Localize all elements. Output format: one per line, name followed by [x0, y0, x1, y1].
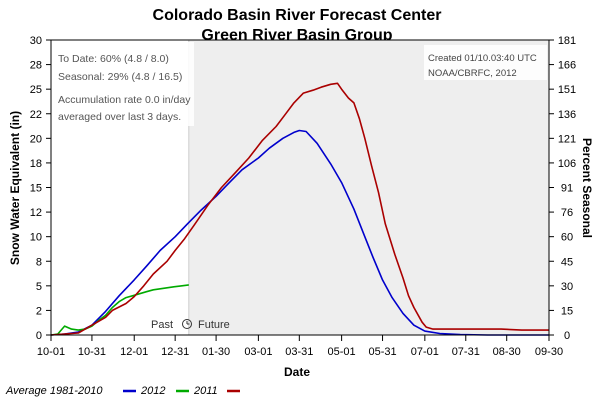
y2-tick-label: 106 [558, 158, 576, 170]
y2-tick-label: 30 [561, 281, 573, 293]
legend-label-2011: 2011 [193, 385, 218, 397]
x-tick-label: 12-31 [161, 346, 189, 358]
credit-agency: NOAA/CBRFC, 2012 [428, 68, 517, 79]
y-tick-label: 28 [30, 60, 42, 72]
legend: Average 1981-2010 2012 2011 [5, 385, 240, 397]
chart-title: Colorado Basin River Forecast Center [153, 7, 442, 24]
y-tick-label: 12 [30, 207, 42, 219]
y2-tick-label: 45 [561, 256, 573, 268]
x-tick-label: 10-01 [37, 346, 65, 358]
series-layer [50, 82, 549, 336]
clock-icon [182, 319, 192, 329]
x-tick-label: 08-30 [493, 346, 521, 358]
y-tick-label: 25 [30, 84, 42, 96]
y2-axis-title: Percent Seasonal [580, 138, 594, 238]
y2-tick-label: 60 [561, 232, 573, 244]
credit-box-frame [424, 45, 547, 80]
x-tick-label: 05-31 [368, 346, 396, 358]
y-tick-label: 22 [30, 109, 42, 121]
info-seasonal: Seasonal: 29% (4.8 / 16.5) [58, 71, 182, 83]
y2-axis-ticks: 0 15 30 45 60 76 91 106 121 136 151 166 181 [549, 35, 576, 342]
legend-title: Average 1981-2010 [5, 385, 103, 397]
x-tick-label: 12-01 [120, 346, 148, 358]
y-tick-label: 5 [36, 281, 42, 293]
y2-tick-label: 136 [558, 109, 576, 121]
future-region [188, 40, 549, 335]
y-tick-label: 20 [30, 133, 42, 145]
y-tick-label: 2 [36, 305, 42, 317]
y2-tick-label: 0 [564, 330, 570, 342]
y2-tick-label: 166 [558, 60, 576, 72]
y2-tick-label: 181 [558, 35, 576, 47]
series-line-2011 [50, 82, 549, 336]
today-marker: Past Future [151, 319, 230, 331]
y2-tick-label: 15 [561, 305, 573, 317]
y-tick-label: 10 [30, 232, 42, 244]
plot-area [51, 40, 549, 335]
x-tick-label: 10-31 [78, 346, 106, 358]
x-tick-label: 07-01 [411, 346, 439, 358]
y-tick-label: 30 [30, 35, 42, 47]
y2-tick-label: 151 [558, 84, 576, 96]
info-rate: Accumulation rate 0.0 in/day [58, 94, 191, 106]
x-tick-label: 03-01 [244, 346, 272, 358]
y-axis-title: Snow Water Equivalent (in) [8, 111, 22, 265]
y2-tick-label: 121 [558, 133, 576, 145]
legend-label-2012: 2012 [140, 385, 165, 397]
credit-box: Created 01/10.03:40 UTC NOAA/CBRFC, 2012 [424, 45, 547, 80]
x-tick-label: 03-31 [285, 346, 313, 358]
y-tick-label: 8 [36, 256, 42, 268]
series-line-2012 [50, 284, 189, 336]
info-box-frame [52, 42, 194, 126]
info-to-date: To Date: 60% (4.8 / 8.0) [58, 53, 169, 65]
y-tick-label: 0 [36, 330, 42, 342]
x-tick-label: 05-01 [328, 346, 356, 358]
x-tick-label: 07-31 [452, 346, 480, 358]
y-tick-label: 18 [30, 158, 42, 170]
series-line-average-1981-2010 [50, 129, 549, 336]
x-tick-label: 09-30 [535, 346, 563, 358]
x-tick-label: 01-30 [202, 346, 230, 358]
y2-tick-label: 91 [561, 183, 573, 195]
x-axis-title: Date [284, 365, 310, 379]
y2-tick-label: 76 [561, 207, 573, 219]
marker-future: Future [198, 319, 230, 331]
credit-created: Created 01/10.03:40 UTC [428, 53, 537, 64]
y-tick-label: 15 [30, 183, 42, 195]
info-averaged: averaged over last 3 days. [58, 111, 181, 123]
marker-past: Past [151, 319, 173, 331]
info-box: To Date: 60% (4.8 / 8.0) Seasonal: 29% (… [52, 42, 194, 126]
x-axis-ticks: 10-01 10-31 12-01 12-31 01-30 03-01 03-31 05-01… [37, 335, 563, 358]
